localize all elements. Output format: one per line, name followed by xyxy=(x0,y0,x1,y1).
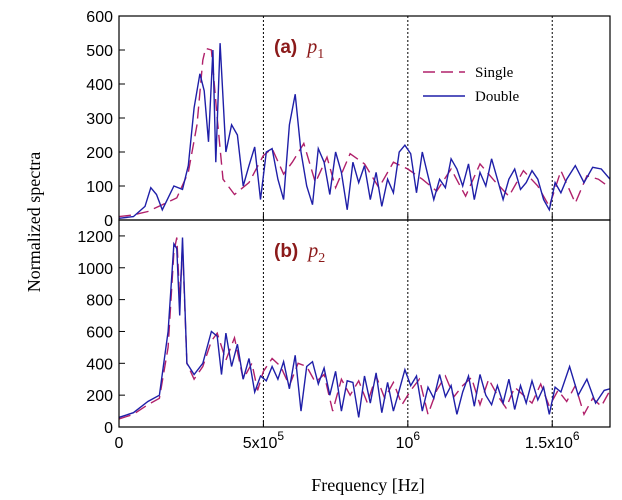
series-single-line xyxy=(119,47,610,218)
y-tick-label: 300 xyxy=(86,111,113,128)
y-tick-label: 1000 xyxy=(77,261,113,278)
series-single-line xyxy=(119,237,610,420)
y-tick-label: 600 xyxy=(86,324,113,341)
panel-label: (a) p1 xyxy=(274,36,324,62)
panel-a: 0 100 200 300 400 500 600 (a) p1 Single Double xyxy=(86,9,611,230)
series-double-line xyxy=(119,237,610,419)
y-tick-label: 200 xyxy=(86,145,113,162)
legend-label-double: Double xyxy=(475,89,520,105)
y-tick-label: 1200 xyxy=(77,229,113,246)
y-tick-label: 400 xyxy=(86,77,113,94)
series-double-line xyxy=(119,43,610,219)
x-tick-label: 5x105 xyxy=(243,429,285,452)
y-tick-label: 800 xyxy=(86,293,113,310)
y-tick-label: 0 xyxy=(104,420,113,437)
panel-b: 0 200 400 600 800 1000 1200 0 5x105 106 1.5x106 (b)… xyxy=(77,219,611,452)
legend-label-single: Single xyxy=(475,65,514,81)
x-tick-label: 0 xyxy=(115,435,124,452)
y-tick-label: 100 xyxy=(86,179,113,196)
x-tick-label: 106 xyxy=(396,429,421,452)
y-axis-title: Normalized spectra xyxy=(24,152,44,292)
y-tick-label: 0 xyxy=(104,213,113,230)
y-tick-label: 200 xyxy=(86,388,113,405)
x-axis-title: Frequency [Hz] xyxy=(311,475,424,495)
y-tick-label: 600 xyxy=(86,9,113,26)
panel-label: (b) p2 xyxy=(274,240,325,266)
y-tick-label: 500 xyxy=(86,43,113,60)
y-tick-label: 400 xyxy=(86,356,113,373)
x-tick-label: 1.5x106 xyxy=(525,429,580,452)
plot-frame xyxy=(118,219,611,428)
